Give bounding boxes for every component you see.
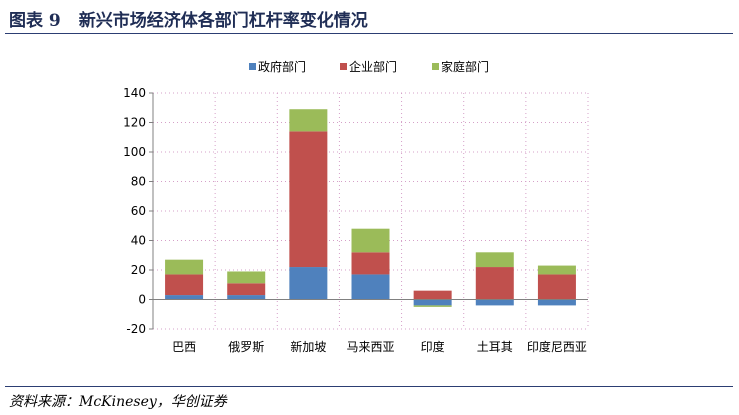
y-tick-label: 80 (131, 175, 146, 189)
axis-labels: -20 0 20 40 60 80 100 120 140 巴西 俄罗斯 新加坡 马来西亚 印度 土耳其 印度… (123, 86, 587, 354)
bar-segment (289, 267, 328, 300)
bar-segment (165, 295, 204, 300)
bar-segment (227, 271, 266, 284)
bar-segment (475, 252, 514, 268)
y-tick-label: 60 (131, 204, 146, 218)
y-tick-label: 40 (131, 234, 146, 248)
legend-swatch (340, 63, 347, 70)
bar-segment (227, 295, 266, 300)
bar-segment (165, 259, 204, 275)
bar-segment (413, 290, 452, 300)
legend-label: 家庭部门 (441, 59, 489, 74)
bar-segment (351, 228, 390, 253)
bars (165, 109, 576, 307)
figure-title: 图表 9 新兴市场经济体各部门杠杆率变化情况 (9, 6, 368, 31)
bar-segment (537, 299, 576, 306)
legend-swatch (249, 63, 256, 70)
x-category-label: 俄罗斯 (228, 340, 264, 354)
bar-segment (289, 131, 328, 268)
legend-label: 企业部门 (349, 59, 397, 74)
top-rule (5, 33, 733, 34)
legend-label: 政府部门 (258, 59, 306, 74)
legend: 政府部门 企业部门 家庭部门 (249, 59, 489, 74)
x-category-label: 土耳其 (477, 340, 513, 354)
x-category-label: 马来西亚 (346, 340, 394, 354)
legend-swatch (432, 63, 439, 70)
bar-segment (413, 299, 452, 306)
y-tick-label: 120 (123, 116, 146, 130)
y-tick-label: 100 (123, 145, 146, 159)
bar-segment (537, 265, 576, 275)
y-tick-label: 20 (131, 263, 146, 277)
bar-segment (475, 267, 514, 300)
bar-segment (537, 274, 576, 300)
bar-segment (165, 274, 204, 296)
bottom-rule (5, 386, 733, 387)
x-category-label: 巴西 (172, 340, 196, 354)
bar-segment (475, 299, 514, 306)
figure-title-text: 新兴市场经济体各部门杠杆率变化情况 (78, 11, 368, 31)
bar-segment (227, 283, 266, 296)
x-category-label: 新加坡 (290, 339, 326, 354)
y-tick-label: 0 (138, 293, 146, 307)
source-note: 资料来源：McKinesey，华创证券 (9, 394, 227, 410)
y-tick-label: -20 (126, 322, 146, 336)
bar-segment (351, 274, 390, 300)
bar-segment (289, 109, 328, 132)
y-tick-label: 140 (123, 86, 146, 100)
bar-segment (413, 305, 452, 307)
figure-label: 图表 9 (9, 11, 61, 31)
x-category-label: 印度 (421, 339, 445, 354)
axes (149, 92, 588, 330)
bar-segment (351, 252, 390, 275)
x-category-label: 印度尼西亚 (527, 339, 587, 354)
